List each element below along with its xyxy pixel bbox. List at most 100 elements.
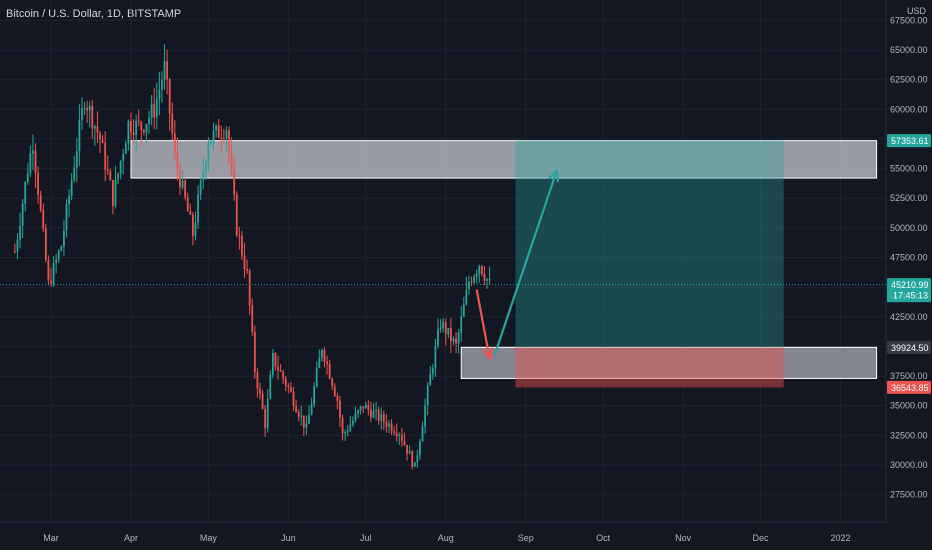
candle-body[interactable] (400, 434, 403, 441)
candle-body[interactable] (117, 173, 119, 180)
candle-body[interactable] (426, 385, 429, 406)
candle-body[interactable] (444, 322, 447, 335)
candle-body[interactable] (24, 182, 27, 204)
candle-body[interactable] (42, 209, 45, 229)
candle-body[interactable] (230, 152, 233, 170)
candle-body[interactable] (333, 386, 336, 396)
candle-body[interactable] (50, 280, 52, 284)
candle-body[interactable] (468, 281, 470, 290)
candle-body[interactable] (450, 328, 452, 342)
candle-body[interactable] (132, 132, 135, 136)
candle-body[interactable] (179, 168, 181, 188)
candle-body[interactable] (269, 375, 272, 399)
candle-body[interactable] (367, 404, 370, 410)
candle-body[interactable] (137, 120, 140, 122)
candle-body[interactable] (460, 316, 463, 333)
candle-body[interactable] (321, 350, 323, 358)
candle-body[interactable] (194, 222, 197, 236)
candle-body[interactable] (408, 451, 411, 454)
candle-body[interactable] (323, 350, 326, 362)
candle-body[interactable] (63, 230, 65, 247)
candle-body[interactable] (60, 246, 63, 251)
candle-body[interactable] (171, 113, 174, 134)
candle-body[interactable] (155, 98, 158, 118)
candle-body[interactable] (274, 352, 277, 367)
candle-body[interactable] (310, 404, 313, 415)
candle-body[interactable] (331, 378, 334, 387)
candle-body[interactable] (192, 214, 194, 236)
candle-body[interactable] (99, 132, 101, 140)
candle-body[interactable] (305, 423, 308, 428)
candle-body[interactable] (168, 79, 171, 114)
candle-body[interactable] (248, 270, 251, 306)
candle-body[interactable] (202, 172, 205, 181)
candle-body[interactable] (81, 108, 83, 121)
candle-body[interactable] (475, 273, 478, 277)
candle-body[interactable] (210, 140, 212, 145)
candle-body[interactable] (150, 104, 153, 118)
candle-body[interactable] (32, 150, 34, 154)
candle-body[interactable] (359, 406, 362, 411)
candle-body[interactable] (395, 433, 398, 436)
candle-body[interactable] (145, 124, 148, 133)
candle-body[interactable] (406, 444, 408, 454)
candle-body[interactable] (282, 371, 285, 379)
candle-body[interactable] (388, 423, 390, 427)
candle-body[interactable] (328, 363, 331, 379)
candle-body[interactable] (261, 393, 264, 409)
candle-body[interactable] (114, 179, 117, 207)
candle-body[interactable] (439, 327, 442, 330)
candle-body[interactable] (158, 89, 161, 99)
candle-body[interactable] (135, 120, 138, 136)
candle-body[interactable] (29, 153, 32, 174)
candle-body[interactable] (326, 361, 328, 364)
candle-body[interactable] (256, 372, 259, 389)
candle-body[interactable] (431, 367, 434, 374)
candle-body[interactable] (277, 366, 279, 371)
stop-zone[interactable] (515, 347, 784, 388)
candle-body[interactable] (122, 153, 125, 162)
candle-body[interactable] (88, 106, 91, 111)
candle-body[interactable] (421, 426, 424, 442)
candle-body[interactable] (302, 415, 305, 428)
candle-body[interactable] (287, 385, 290, 388)
candle-body[interactable] (96, 126, 99, 133)
candle-body[interactable] (86, 107, 89, 111)
candle-body[interactable] (220, 137, 223, 139)
candle-body[interactable] (163, 61, 166, 81)
candle-body[interactable] (189, 211, 192, 215)
candle-body[interactable] (243, 255, 246, 270)
candle-body[interactable] (297, 411, 300, 417)
candle-body[interactable] (447, 328, 450, 335)
candle-body[interactable] (290, 387, 292, 392)
candle-body[interactable] (127, 120, 130, 144)
candle-body[interactable] (75, 150, 78, 168)
candle-body[interactable] (204, 163, 207, 173)
support-zone[interactable] (460, 346, 878, 379)
candle-body[interactable] (70, 180, 73, 196)
candle-body[interactable] (34, 150, 37, 173)
candle-body[interactable] (68, 195, 70, 205)
candle-body[interactable] (73, 167, 76, 181)
candle-body[interactable] (104, 142, 107, 170)
candle-body[interactable] (351, 420, 354, 425)
candle-body[interactable] (93, 126, 96, 129)
candle-body[interactable] (462, 304, 465, 317)
candle-body[interactable] (284, 378, 287, 386)
candle-body[interactable] (52, 262, 55, 284)
price-tag[interactable] (887, 340, 931, 354)
candle-body[interactable] (222, 138, 225, 140)
candle-body[interactable] (21, 203, 24, 226)
candle-body[interactable] (235, 194, 238, 236)
candle-body[interactable] (186, 197, 189, 212)
candle-body[interactable] (215, 125, 218, 131)
candle-body[interactable] (424, 405, 426, 427)
candle-body[interactable] (483, 274, 486, 281)
candle-body[interactable] (382, 414, 385, 423)
candle-body[interactable] (148, 117, 150, 125)
candle-body[interactable] (377, 409, 380, 421)
candle-body[interactable] (264, 408, 267, 428)
candle-body[interactable] (442, 322, 445, 328)
candle-body[interactable] (403, 440, 406, 445)
candle-body[interactable] (473, 276, 476, 283)
